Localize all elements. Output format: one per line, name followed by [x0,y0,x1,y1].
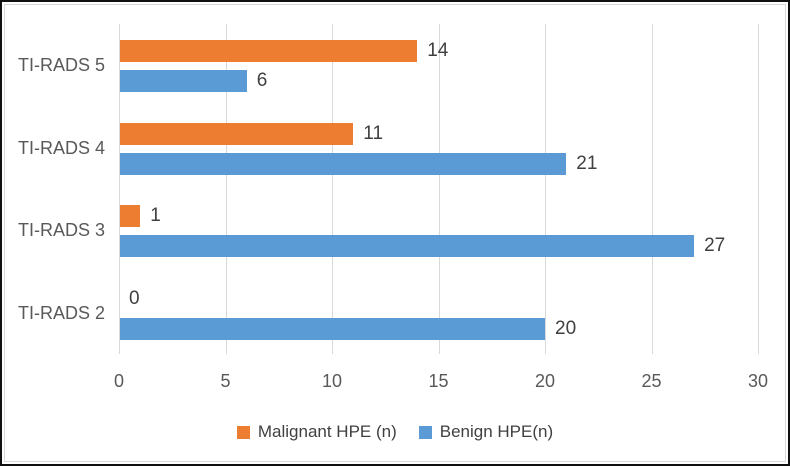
gridline [758,24,759,354]
value-label: 1 [150,205,161,227]
category-label: TI-RADS 5 [17,55,105,76]
x-tick-label: 20 [534,371,556,391]
legend-label: Malignant HPE (n) [257,422,397,441]
x-tick-label: 30 [747,371,769,391]
gridline [119,24,120,354]
bar-malignant [120,205,141,228]
bar-benign [120,317,545,340]
bar-benign [120,235,695,258]
legend-item-malignant: Malignant HPE (n) [236,422,397,442]
x-tick-label: 25 [641,371,662,391]
value-label: 27 [704,235,726,257]
value-label: 0 [129,287,140,309]
bar-malignant [120,40,418,63]
category-label: TI-RADS 4 [17,137,105,158]
legend-swatch-malignant [236,425,250,439]
gridline [225,24,227,354]
x-tick-label: 0 [113,371,124,391]
gridline [545,24,546,354]
bar-malignant [120,122,354,145]
legend-item-benign: Benign HPE(n) [418,422,554,442]
x-tick-label: 15 [428,371,449,391]
gridline [651,24,653,354]
value-label: 21 [576,152,598,174]
x-tick-label: 5 [220,371,231,391]
category-label: TI-RADS 2 [17,302,105,323]
bar-benign [120,152,567,175]
x-tick-label: 10 [321,371,343,391]
bar-benign [120,70,247,93]
gridline [332,24,333,354]
value-label: 20 [555,317,577,339]
value-label: 11 [363,122,384,144]
legend: Malignant HPE (n) Benign HPE(n) [2,420,788,444]
gridline [438,24,440,354]
value-label: 14 [427,40,449,62]
value-label: 6 [256,70,268,92]
legend-swatch-benign [418,425,432,439]
legend-label: Benign HPE(n) [439,422,554,441]
category-label: TI-RADS 3 [17,220,105,241]
